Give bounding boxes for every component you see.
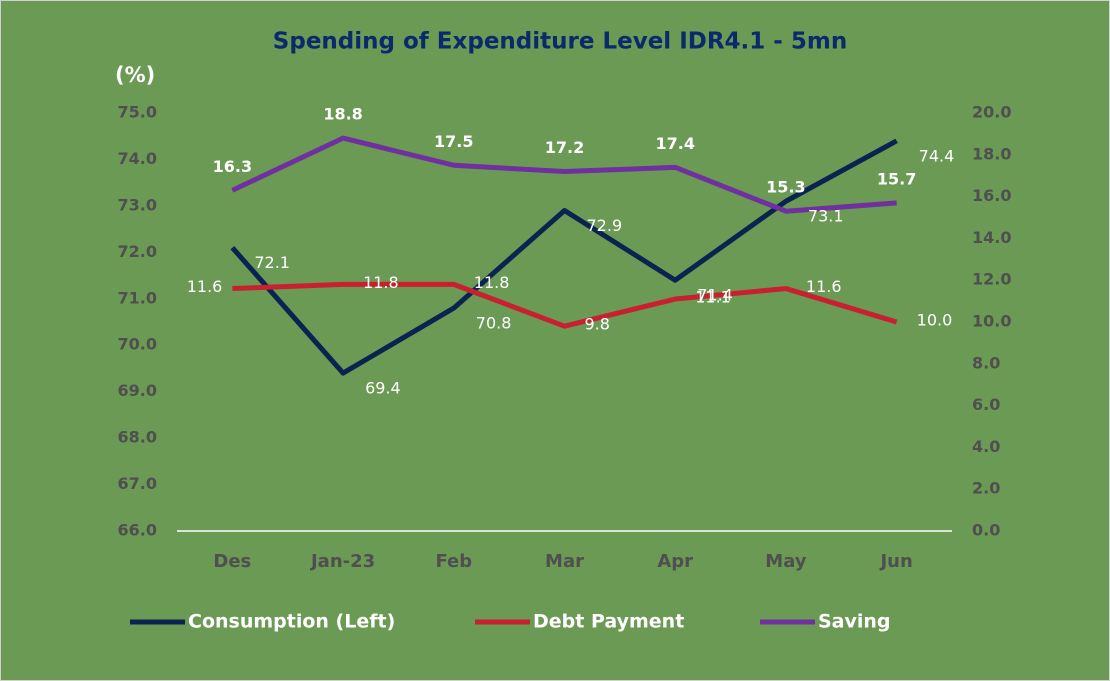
data-label: 9.8 — [585, 315, 610, 334]
data-label: 73.1 — [808, 207, 844, 226]
legend-label: Saving — [818, 611, 891, 633]
y2-tick-label: 8.0 — [972, 353, 1000, 372]
data-label: 72.1 — [254, 253, 290, 272]
y-tick-label: 70.0 — [118, 335, 157, 354]
line-series — [231, 135, 897, 214]
data-label: 72.9 — [587, 216, 623, 235]
y2-tick-label: 18.0 — [972, 144, 1011, 163]
y-tick-label: 67.0 — [118, 474, 157, 493]
x-tick-label: Mar — [545, 551, 584, 572]
y-tick-label: 69.0 — [118, 381, 157, 400]
y2-tick-label: 4.0 — [972, 437, 1000, 456]
data-label: 69.4 — [365, 379, 401, 398]
legend-label: Debt Payment — [533, 611, 684, 633]
y2-tick-label: 2.0 — [972, 479, 1000, 498]
data-label: 10.0 — [917, 311, 953, 330]
data-label: 17.5 — [434, 132, 473, 151]
data-label: 17.2 — [545, 138, 584, 157]
legend-label: Consumption (Left) — [188, 611, 395, 633]
data-label: 11.6 — [187, 277, 223, 296]
y-tick-label: 74.0 — [118, 149, 157, 168]
y-tick-label: 72.0 — [118, 242, 157, 261]
y-tick-label: 75.0 — [118, 103, 157, 122]
line-series — [232, 281, 898, 329]
data-label: 15.3 — [766, 178, 805, 197]
x-tick-label: Jun — [878, 551, 912, 572]
y-tick-label: 68.0 — [118, 428, 157, 447]
y-tick-label: 71.0 — [118, 288, 157, 307]
data-label: 11.8 — [363, 273, 399, 292]
data-label: 16.3 — [213, 157, 252, 176]
data-label: 11.1 — [695, 288, 731, 307]
x-tick-label: Jan-23 — [309, 551, 375, 572]
y2-tick-label: 6.0 — [972, 395, 1000, 414]
x-tick-label: May — [765, 551, 807, 572]
data-label: 15.7 — [877, 169, 916, 188]
x-tick-label: Feb — [435, 551, 472, 572]
y-tick-label: 73.0 — [118, 195, 157, 214]
line-series — [230, 138, 898, 376]
data-label: 74.4 — [919, 146, 955, 165]
y2-tick-label: 12.0 — [972, 270, 1011, 289]
y2-tick-label: 14.0 — [972, 228, 1011, 247]
y-axis-label: (%) — [115, 63, 155, 87]
data-label: 11.6 — [806, 277, 842, 296]
chart-title: Spending of Expenditure Level IDR4.1 - 5… — [273, 29, 847, 55]
y2-tick-label: 16.0 — [972, 186, 1011, 205]
x-tick-label: Des — [213, 551, 251, 572]
data-label: 11.8 — [474, 273, 510, 292]
data-label: 18.8 — [323, 105, 362, 124]
y2-tick-label: 0.0 — [972, 521, 1000, 540]
data-label: 71.4 — [697, 286, 733, 305]
x-tick-label: Apr — [657, 551, 693, 572]
y2-tick-label: 20.0 — [972, 103, 1011, 122]
y-tick-label: 66.0 — [118, 521, 157, 540]
data-label: 17.4 — [655, 134, 694, 153]
y2-tick-label: 10.0 — [972, 312, 1011, 331]
data-label: 70.8 — [476, 314, 512, 333]
